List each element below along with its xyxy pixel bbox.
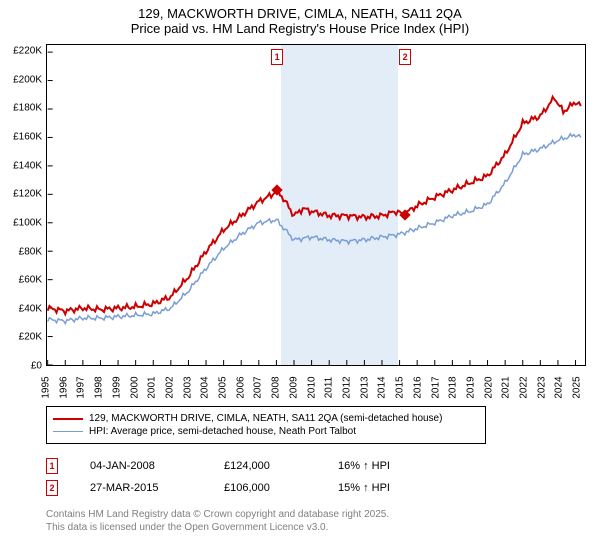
x-tick-label: 2008 bbox=[271, 376, 282, 398]
x-tick-label: 2004 bbox=[200, 376, 211, 398]
chart-svg bbox=[47, 45, 585, 365]
legend-label: 129, MACKWORTH DRIVE, CIMLA, NEATH, SA11… bbox=[89, 413, 442, 424]
footer-line-2: This data is licensed under the Open Gov… bbox=[46, 521, 576, 534]
x-tick-label: 1997 bbox=[76, 376, 87, 398]
y-tick-label: £200K bbox=[13, 74, 42, 85]
x-tick-label: 2001 bbox=[147, 376, 158, 398]
x-tick-label: 2016 bbox=[412, 376, 423, 398]
x-tick-label: 2007 bbox=[253, 376, 264, 398]
x-tick-label: 2023 bbox=[536, 376, 547, 398]
sales-row: 2 27-MAR-2015 £106,000 15% ↑ HPI bbox=[46, 480, 546, 496]
y-tick-label: £160K bbox=[13, 132, 42, 143]
x-tick-label: 2009 bbox=[288, 376, 299, 398]
x-tick-label: 1999 bbox=[111, 376, 122, 398]
y-tick-label: £120K bbox=[13, 189, 42, 200]
x-tick-label: 2014 bbox=[377, 376, 388, 398]
sale-marker-small: 2 bbox=[46, 480, 58, 496]
sale-date: 04-JAN-2008 bbox=[90, 460, 200, 472]
sales-table: 1 04-JAN-2008 £124,000 16% ↑ HPI 2 27-MAR-201… bbox=[46, 452, 546, 502]
x-tick-label: 1995 bbox=[41, 376, 52, 398]
sale-hpi: 15% ↑ HPI bbox=[338, 482, 438, 494]
series-line bbox=[48, 97, 581, 315]
sale-marker-small: 1 bbox=[46, 458, 58, 474]
y-tick-label: £100K bbox=[13, 217, 42, 228]
y-tick-label: £20K bbox=[19, 332, 42, 343]
x-tick-label: 2003 bbox=[182, 376, 193, 398]
legend-swatch bbox=[53, 431, 83, 432]
x-axis: 1995199619971998199920002001200220032004… bbox=[46, 366, 586, 406]
x-tick-label: 2000 bbox=[129, 376, 140, 398]
y-axis: £0£20K£40K£60K£80K£100K£120K£140K£160K£1… bbox=[0, 44, 46, 366]
y-tick-label: £40K bbox=[19, 303, 42, 314]
footer: Contains HM Land Registry data © Crown c… bbox=[46, 508, 576, 534]
x-tick-label: 2002 bbox=[164, 376, 175, 398]
y-tick-label: £220K bbox=[13, 46, 42, 57]
legend-swatch bbox=[53, 418, 83, 420]
x-tick-label: 2011 bbox=[324, 377, 335, 399]
x-tick-label: 2010 bbox=[306, 376, 317, 398]
x-tick-label: 2017 bbox=[430, 376, 441, 398]
x-tick-label: 2005 bbox=[218, 376, 229, 398]
x-tick-label: 1996 bbox=[58, 376, 69, 398]
y-tick-label: £180K bbox=[13, 103, 42, 114]
y-tick-label: £140K bbox=[13, 160, 42, 171]
sale-marker: 1 bbox=[271, 49, 283, 65]
chart-plot-area: 12 bbox=[46, 44, 586, 366]
legend-row: HPI: Average price, semi-detached house,… bbox=[53, 426, 479, 437]
sale-price: £106,000 bbox=[224, 482, 314, 494]
x-tick-label: 2020 bbox=[483, 376, 494, 398]
footer-line-1: Contains HM Land Registry data © Crown c… bbox=[46, 508, 576, 521]
title-line-1: 129, MACKWORTH DRIVE, CIMLA, NEATH, SA11… bbox=[0, 6, 600, 21]
x-tick-label: 2015 bbox=[395, 376, 406, 398]
y-tick-label: £80K bbox=[19, 246, 42, 257]
x-tick-label: 2021 bbox=[501, 376, 512, 398]
x-tick-label: 2019 bbox=[465, 376, 476, 398]
x-tick-label: 2018 bbox=[448, 376, 459, 398]
x-tick-label: 2013 bbox=[359, 376, 370, 398]
sale-date: 27-MAR-2015 bbox=[90, 482, 200, 494]
sales-row: 1 04-JAN-2008 £124,000 16% ↑ HPI bbox=[46, 458, 546, 474]
y-tick-label: £60K bbox=[19, 275, 42, 286]
legend-label: HPI: Average price, semi-detached house,… bbox=[89, 426, 356, 437]
sale-hpi: 16% ↑ HPI bbox=[338, 460, 438, 472]
x-tick-label: 2022 bbox=[519, 376, 530, 398]
x-tick-label: 2025 bbox=[572, 376, 583, 398]
x-tick-label: 2012 bbox=[341, 376, 352, 398]
legend: 129, MACKWORTH DRIVE, CIMLA, NEATH, SA11… bbox=[46, 406, 486, 444]
x-tick-label: 2006 bbox=[235, 376, 246, 398]
y-tick-label: £0 bbox=[31, 361, 42, 372]
sale-marker: 2 bbox=[399, 49, 411, 65]
x-tick-label: 1998 bbox=[94, 376, 105, 398]
sale-price: £124,000 bbox=[224, 460, 314, 472]
title-line-2: Price paid vs. HM Land Registry's House … bbox=[0, 21, 600, 36]
legend-row: 129, MACKWORTH DRIVE, CIMLA, NEATH, SA11… bbox=[53, 413, 479, 424]
chart-title-block: 129, MACKWORTH DRIVE, CIMLA, NEATH, SA11… bbox=[0, 0, 600, 38]
x-tick-label: 2024 bbox=[554, 376, 565, 398]
